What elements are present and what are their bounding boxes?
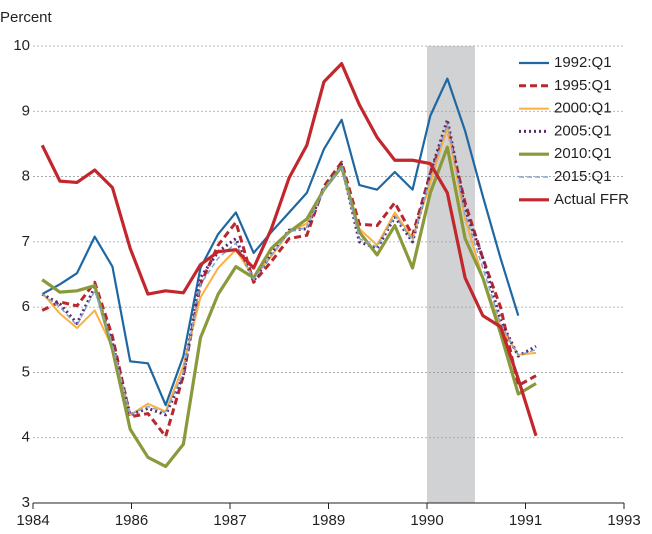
x-tick-label: 1987 <box>213 512 246 529</box>
legend-label: 2005:Q1 <box>554 122 612 139</box>
x-tick-label: 1993 <box>607 512 640 529</box>
y-tick-label: 9 <box>22 102 30 119</box>
series-line <box>41 77 520 407</box>
x-tick-label: 1986 <box>115 512 148 529</box>
x-tick-label: 1984 <box>16 512 49 529</box>
x-tick-label: 1989 <box>312 512 345 529</box>
legend-label: 2015:Q1 <box>554 168 612 185</box>
y-axis-label: Percent <box>0 9 53 26</box>
legend-label: 1995:Q1 <box>554 77 612 94</box>
series-line <box>40 62 538 437</box>
x-tick-label: 1991 <box>509 512 542 529</box>
y-tick-label: 10 <box>13 37 30 54</box>
y-tick-label: 3 <box>22 494 30 511</box>
y-tick-label: 5 <box>22 363 30 380</box>
legend-label: 2010:Q1 <box>554 145 612 162</box>
y-tick-label: 8 <box>22 168 30 185</box>
y-tick-label: 7 <box>22 233 30 250</box>
y-tick-label: 6 <box>22 298 30 315</box>
shaded-region <box>427 46 475 503</box>
y-tick-label: 4 <box>22 429 30 446</box>
series-line <box>41 145 537 469</box>
x-tick-label: 1990 <box>410 512 443 529</box>
legend-label: 2000:Q1 <box>554 100 612 117</box>
legend-label: Actual FFR <box>554 191 629 208</box>
legend-label: 1992:Q1 <box>554 54 612 71</box>
